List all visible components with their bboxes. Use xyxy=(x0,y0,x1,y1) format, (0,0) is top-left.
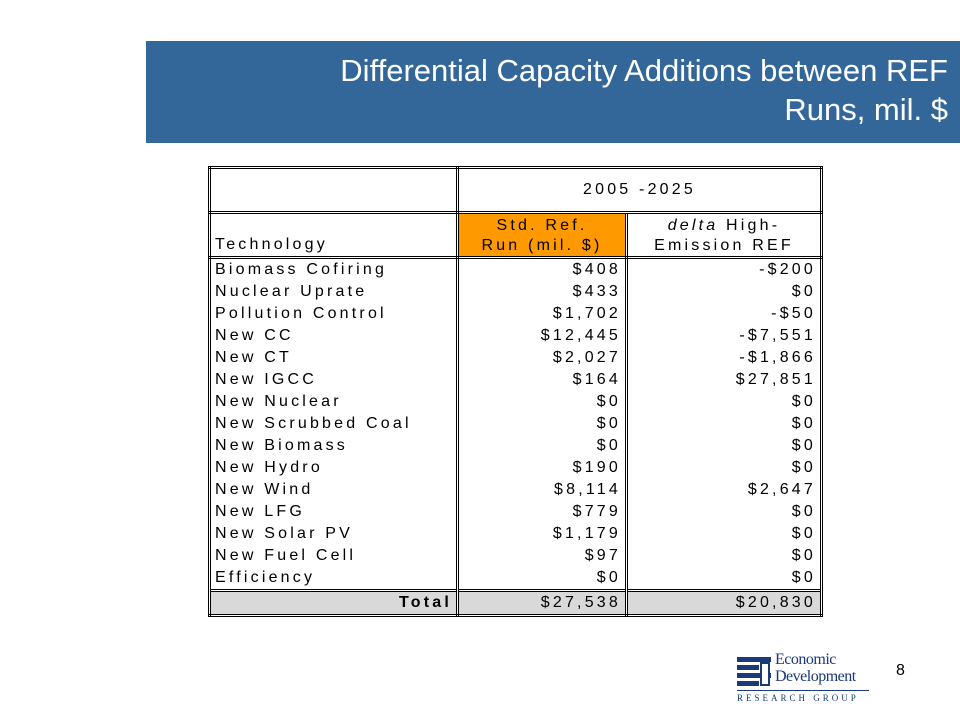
std-ref-cell: $2,027 xyxy=(456,347,628,369)
technology-cell: New LFG xyxy=(208,501,459,523)
delta-header-line1: delta High- xyxy=(632,216,816,236)
table-row: New Hydro $190 $0 xyxy=(208,457,823,479)
table-row: Nuclear Uprate $433 $0 xyxy=(208,281,823,303)
std-ref-cell: $1,179 xyxy=(456,523,628,545)
std-ref-cell: $12,445 xyxy=(456,325,628,347)
delta-header-line2: Emission REF xyxy=(654,237,794,254)
delta-cell: -$200 xyxy=(625,257,823,281)
logo-divider xyxy=(737,690,869,691)
title-banner: Differential Capacity Additions between … xyxy=(146,41,960,143)
logo-subtitle: RESEARCH GROUP xyxy=(737,693,859,703)
table-row: Pollution Control $1,702 -$50 xyxy=(208,303,823,325)
slide-title-line1: Differential Capacity Additions between … xyxy=(340,53,948,88)
delta-cell: $0 xyxy=(625,391,823,413)
delta-cell: -$1,866 xyxy=(625,347,823,369)
delta-cell: $0 xyxy=(625,457,823,479)
table-row: New Fuel Cell $97 $0 xyxy=(208,545,823,567)
technology-cell: New Fuel Cell xyxy=(208,545,459,567)
technology-cell: Pollution Control xyxy=(208,303,459,325)
technology-cell: New Solar PV xyxy=(208,523,459,545)
std-ref-cell: $779 xyxy=(456,501,628,523)
total-std-ref: $27,538 xyxy=(456,589,628,617)
logo-name: Economic Development xyxy=(775,651,856,685)
page-number: 8 xyxy=(896,662,905,679)
technology-cell: New Biomass xyxy=(208,435,459,457)
technology-cell: New Scrubbed Coal xyxy=(208,413,459,435)
std-ref-cell: $1,702 xyxy=(456,303,628,325)
std-ref-cell: $164 xyxy=(456,369,628,391)
delta-cell: $0 xyxy=(625,545,823,567)
period-header-row: 2005 -2025 xyxy=(208,166,823,214)
std-ref-header-line1: Std. Ref. xyxy=(496,217,588,234)
table-row: New CC $12,445 -$7,551 xyxy=(208,325,823,347)
delta-cell: $0 xyxy=(625,567,823,591)
technology-cell: New CC xyxy=(208,325,459,347)
std-ref-cell: $433 xyxy=(456,281,628,303)
delta-cell: $0 xyxy=(625,281,823,303)
delta-header-line1-rest: High- xyxy=(718,217,781,234)
std-ref-cell: $408 xyxy=(456,257,628,281)
column-header-row: Technology Std. Ref. Run (mil. $) delta … xyxy=(208,212,823,259)
std-ref-cell: $97 xyxy=(456,545,628,567)
std-ref-header-line2: Run (mil. $) xyxy=(481,237,603,254)
table-row: New Nuclear $0 $0 xyxy=(208,391,823,413)
table-row: New LFG $779 $0 xyxy=(208,501,823,523)
delta-cell: $0 xyxy=(625,523,823,545)
std-ref-cell: $0 xyxy=(456,435,628,457)
technology-cell: New Nuclear xyxy=(208,391,459,413)
std-ref-cell: $0 xyxy=(456,391,628,413)
logo-name-line1: Economic xyxy=(775,651,836,668)
slide-title-line2: Runs, mil. $ xyxy=(784,92,948,127)
table-row: New Solar PV $1,179 $0 xyxy=(208,523,823,545)
logo-name-line2: Development xyxy=(775,668,856,685)
technology-cell: New Wind xyxy=(208,479,459,501)
total-delta: $20,830 xyxy=(625,589,823,617)
table-row: Biomass Cofiring $408 -$200 xyxy=(208,257,823,281)
capacity-additions-table: 2005 -2025 Technology Std. Ref. Run (mil… xyxy=(208,166,823,617)
std-ref-header: Std. Ref. Run (mil. $) xyxy=(456,212,628,259)
delta-cell: $27,851 xyxy=(625,369,823,391)
technology-header: Technology xyxy=(208,212,459,259)
technology-cell: New CT xyxy=(208,347,459,369)
delta-header: delta High- Emission REF xyxy=(625,212,823,259)
table-row: New Scrubbed Coal $0 $0 xyxy=(208,413,823,435)
delta-cell: $0 xyxy=(625,435,823,457)
technology-cell: Efficiency xyxy=(208,567,459,591)
edrg-logo-icon xyxy=(737,657,771,686)
table-row: New IGCC $164 $27,851 xyxy=(208,369,823,391)
std-ref-cell: $8,114 xyxy=(456,479,628,501)
technology-cell: New IGCC xyxy=(208,369,459,391)
total-label: Total xyxy=(208,589,459,617)
slide-title: Differential Capacity Additions between … xyxy=(188,51,948,129)
total-row: Total $27,538 $20,830 xyxy=(208,589,823,617)
technology-cell: New Hydro xyxy=(208,457,459,479)
table-row: New CT $2,027 -$1,866 xyxy=(208,347,823,369)
delta-cell: -$7,551 xyxy=(625,325,823,347)
period-header: 2005 -2025 xyxy=(456,166,823,214)
period-header-blank xyxy=(208,166,459,214)
std-ref-cell: $190 xyxy=(456,457,628,479)
table-row: Efficiency $0 $0 xyxy=(208,567,823,591)
table-row: New Biomass $0 $0 xyxy=(208,435,823,457)
std-ref-cell: $0 xyxy=(456,413,628,435)
technology-cell: Nuclear Uprate xyxy=(208,281,459,303)
table-row: New Wind $8,114 $2,647 xyxy=(208,479,823,501)
delta-header-italic: delta xyxy=(667,217,719,234)
delta-cell: $0 xyxy=(625,413,823,435)
delta-cell: -$50 xyxy=(625,303,823,325)
company-logo: Economic Development RESEARCH GROUP xyxy=(737,651,877,705)
delta-cell: $0 xyxy=(625,501,823,523)
technology-cell: Biomass Cofiring xyxy=(208,257,459,281)
std-ref-cell: $0 xyxy=(456,567,628,591)
delta-cell: $2,647 xyxy=(625,479,823,501)
